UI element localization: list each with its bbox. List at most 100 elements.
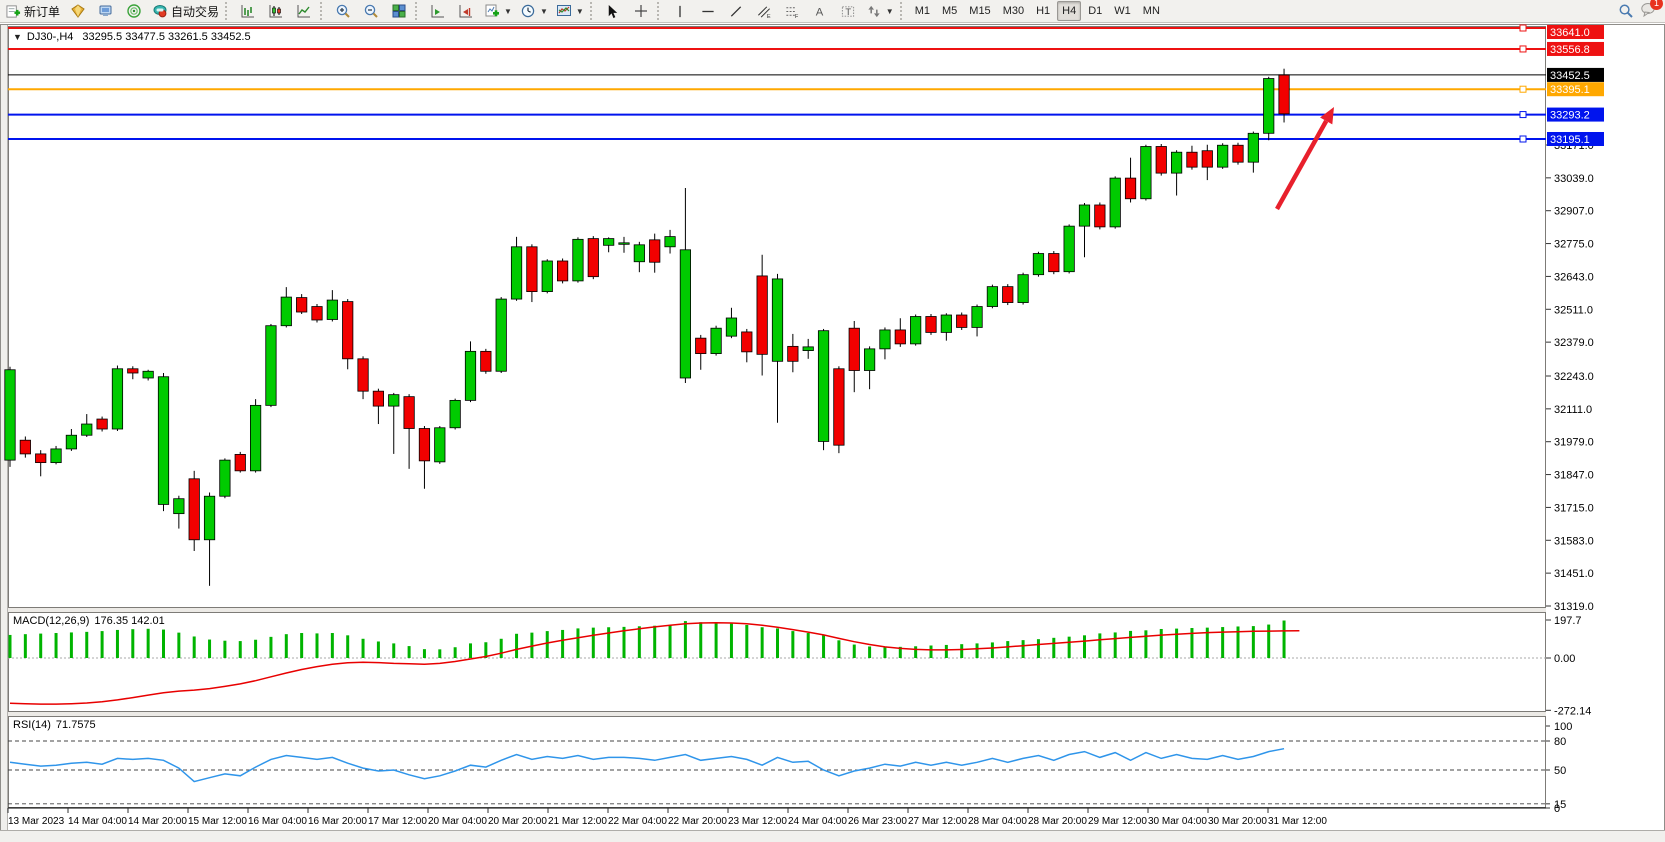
- rsi-pane[interactable]: 100 80 50 150: [8, 721, 1572, 815]
- svg-text:50: 50: [1554, 765, 1566, 777]
- svg-text:F: F: [795, 14, 799, 19]
- zoom-out-button[interactable]: [357, 0, 385, 22]
- chart-shift-icon: [431, 5, 445, 18]
- dropdown-caret: ▼: [539, 6, 548, 16]
- chart-ohlc-values: 33295.5 33477.5 33261.5 33452.5: [82, 31, 251, 43]
- dropdown-caret: ▼: [885, 6, 894, 16]
- svg-text:13 Mar 2023: 13 Mar 2023: [8, 816, 65, 827]
- text-tool-button[interactable]: A: [806, 0, 834, 22]
- candlesticks: [4, 68, 1290, 586]
- svg-text:32511.0: 32511.0: [1554, 304, 1593, 316]
- chat-button[interactable]: 1: [1640, 0, 1663, 22]
- svg-text:31979.0: 31979.0: [1554, 437, 1594, 449]
- arrows-tool-button[interactable]: ▼: [862, 0, 898, 22]
- auto-scroll-icon: [459, 5, 473, 18]
- svg-text:30 Mar 04:00: 30 Mar 04:00: [1148, 816, 1207, 827]
- svg-text:0.00: 0.00: [1554, 653, 1575, 665]
- fibonacci-tool-button[interactable]: F: [778, 0, 806, 22]
- timeframe-button-M15[interactable]: M15: [969, 5, 991, 17]
- timeframe-button-H4[interactable]: H4: [1057, 1, 1082, 21]
- gem-button[interactable]: [64, 0, 92, 22]
- trend-arrow-annotation[interactable]: [1275, 107, 1334, 211]
- equidistant-channel-tool-button[interactable]: E: [750, 0, 778, 22]
- svg-text:80: 80: [1554, 736, 1566, 748]
- toolbar-grip: [656, 2, 664, 20]
- timeframe-button-MN[interactable]: MN: [1142, 5, 1160, 17]
- timeframe-button-W1[interactable]: W1: [1114, 5, 1131, 17]
- svg-text:24 Mar 04:00: 24 Mar 04:00: [788, 816, 847, 827]
- search-icon[interactable]: [1618, 3, 1634, 19]
- macd-pane[interactable]: 197.7 0.00 -272.14: [8, 615, 1591, 717]
- svg-text:33452.5: 33452.5: [1550, 70, 1590, 82]
- crosshair-icon: [634, 5, 647, 17]
- svg-text:17 Mar 12:00: 17 Mar 12:00: [368, 816, 427, 827]
- svg-text:33293.2: 33293.2: [1550, 110, 1590, 122]
- text-label-tool-button[interactable]: T: [834, 0, 862, 22]
- svg-text:31451.0: 31451.0: [1554, 568, 1594, 580]
- new-order-button[interactable]: 新订单: [2, 0, 64, 22]
- auto-scroll-button[interactable]: [452, 0, 480, 22]
- chart-shift-button[interactable]: [424, 0, 452, 22]
- line-chart-button[interactable]: [290, 0, 318, 22]
- horizontal-line-tool-button[interactable]: [694, 0, 722, 22]
- timeframe-button-H1[interactable]: H1: [1036, 5, 1051, 17]
- periods-button[interactable]: ▼: [516, 0, 552, 22]
- template-icon: [556, 5, 571, 16]
- crosshair-tool-button[interactable]: [627, 0, 655, 22]
- svg-text:27 Mar 12:00: 27 Mar 12:00: [908, 816, 967, 827]
- timeframe-button-D1[interactable]: D1: [1088, 5, 1103, 17]
- price-axis[interactable]: 33171.033039.032907.032775.032643.032511…: [1546, 140, 1594, 613]
- cursor-tool-button[interactable]: [599, 0, 627, 22]
- tile-windows-icon: [392, 4, 406, 18]
- fibonacci-icon: F: [786, 6, 799, 19]
- chart-symbol-period: DJ30-,H4: [26, 31, 74, 43]
- vertical-line-tool-button[interactable]: [666, 0, 694, 22]
- vertical-line-icon: [679, 5, 681, 17]
- auto-trading-button[interactable]: 自动交易: [148, 0, 223, 22]
- svg-text:15 Mar 12:00: 15 Mar 12:00: [188, 816, 247, 827]
- horizontal-price-lines[interactable]: [8, 24, 1546, 143]
- terminal-button[interactable]: [92, 0, 120, 22]
- rsi-name: RSI(14): [13, 719, 51, 731]
- zoom-in-icon: [336, 4, 350, 18]
- timeframe-button-M1[interactable]: M1: [914, 5, 930, 17]
- bar-chart-icon: [241, 5, 255, 18]
- svg-text:T: T: [845, 6, 851, 16]
- svg-text:31319.0: 31319.0: [1554, 601, 1594, 613]
- signals-button[interactable]: [120, 0, 148, 22]
- rsi-indicator-title: RSI(14) 71.7575: [13, 719, 96, 731]
- svg-text:100: 100: [1554, 721, 1572, 733]
- auto-trading-label: 自动交易: [171, 4, 220, 19]
- svg-text:32643.0: 32643.0: [1554, 271, 1594, 283]
- toolbar-grip: [589, 2, 597, 20]
- dropdown-caret: ▼: [575, 6, 584, 16]
- line-chart-icon: [297, 5, 311, 18]
- svg-text:33395.1: 33395.1: [1550, 84, 1590, 96]
- trendline-icon: [730, 5, 741, 17]
- chart-dropdown-icon[interactable]: ▼: [13, 32, 22, 42]
- new-chart-button[interactable]: ▼: [480, 0, 516, 22]
- time-axis[interactable]: 13 Mar 2023 14 Mar 04:00 14 Mar 20:00 15 Ma…: [7, 807, 1546, 827]
- svg-text:30 Mar 20:00: 30 Mar 20:00: [1208, 816, 1267, 827]
- svg-text:33641.0: 33641.0: [1550, 27, 1590, 39]
- timeframe-button-M5[interactable]: M5: [942, 5, 958, 17]
- svg-text:31583.0: 31583.0: [1554, 535, 1594, 547]
- candlestick-chart-button[interactable]: [262, 0, 290, 22]
- svg-text:26 Mar 23:00: 26 Mar 23:00: [848, 816, 907, 827]
- templates-button[interactable]: ▼: [552, 0, 588, 22]
- toolbar-right-group: 1: [1618, 0, 1663, 22]
- zoom-in-button[interactable]: [329, 0, 357, 22]
- cursor-icon: [609, 4, 618, 18]
- svg-text:15: 15: [1554, 799, 1566, 811]
- tile-windows-button[interactable]: [385, 0, 413, 22]
- toolbar-grip: [899, 2, 907, 20]
- svg-text:32111.0: 32111.0: [1554, 404, 1592, 416]
- trendline-tool-button[interactable]: [722, 0, 750, 22]
- candlestick-chart-icon: [269, 5, 283, 18]
- timeframe-button-M30[interactable]: M30: [1002, 5, 1025, 17]
- new-order-icon: [6, 4, 21, 18]
- text-icon: A: [816, 6, 824, 18]
- bar-chart-button[interactable]: [234, 0, 262, 22]
- svg-text:28 Mar 04:00: 28 Mar 04:00: [968, 816, 1027, 827]
